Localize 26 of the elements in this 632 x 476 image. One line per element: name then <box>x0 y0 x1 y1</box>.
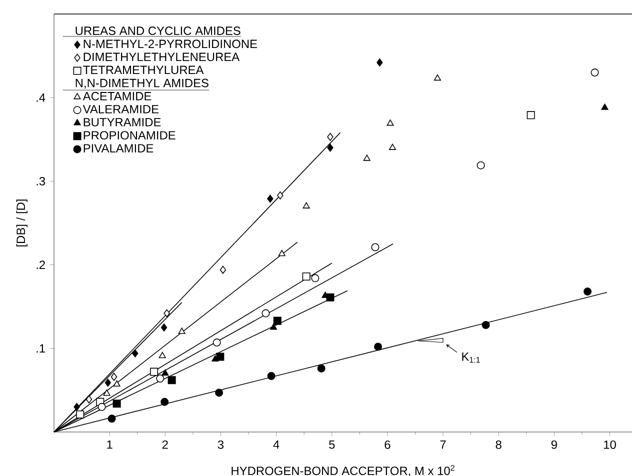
annotation: K$_{1:1}$ <box>462 352 480 363</box>
legend-title: UREAS AND CYCLIC AMIDES <box>76 26 240 36</box>
x-tick-label: 9 <box>551 440 557 449</box>
x-tick-label: 8 <box>496 440 502 449</box>
x-tick-label: 1 <box>107 440 112 449</box>
x-tick-label: 5 <box>329 440 335 449</box>
x-tick-label: 10 <box>604 440 616 449</box>
legend-label: N-METHYL-2-PYRROLIDINONE <box>84 40 258 48</box>
y-tick-label: .4 <box>36 93 46 102</box>
legend-label: DIMETHYLETHYLENEUREA <box>84 52 240 62</box>
x-tick-label: 4 <box>273 440 280 449</box>
y-tick-label: .3 <box>36 176 46 186</box>
y-axis-title: [DB] / [D] <box>16 200 28 246</box>
x-tick-label: 6 <box>384 440 390 449</box>
y-tick-label: .1 <box>36 344 45 353</box>
legend-label: PIVALAMIDE <box>84 144 154 152</box>
legend-label: TETRAMETHYLUREA <box>83 66 204 74</box>
legend-label: VALERAMIDE <box>82 105 159 114</box>
annotation: N,N-DIMETHYL AMIDES <box>76 78 208 89</box>
y-tick-label: .2 <box>36 260 45 269</box>
x-tick-label: 2 <box>162 440 168 449</box>
legend-label: ACETAMIDE <box>82 92 152 100</box>
legend-label: BUTYRAMIDE <box>84 118 161 126</box>
x-tick-label: 3 <box>218 440 224 449</box>
x-tick-label: 7 <box>440 440 446 449</box>
legend-label: PROPIONAMIDE <box>84 131 176 140</box>
